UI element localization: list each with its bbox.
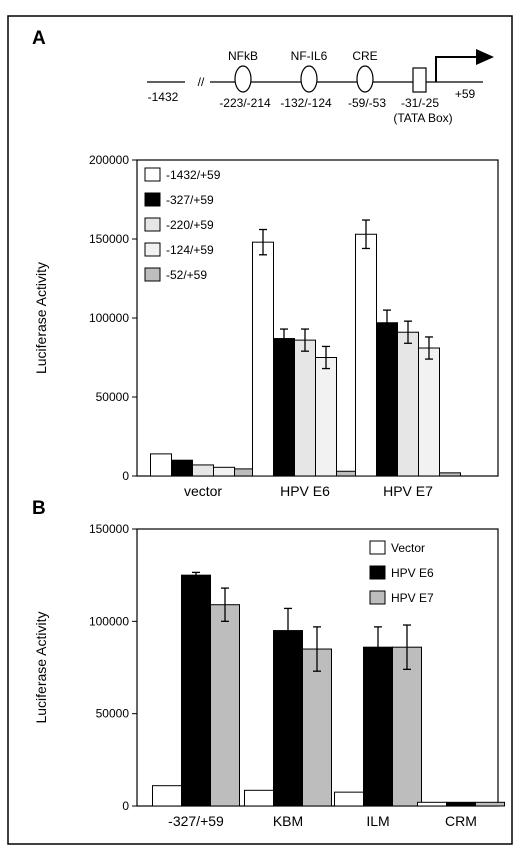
x-tick-label: HPV E7 [383, 483, 433, 499]
bar-2-1 [244, 789, 274, 807]
legend-label-3: -220/+59 [166, 218, 214, 232]
bar-2-3 [302, 648, 332, 807]
y-axis-label: Luciferase Activity [33, 262, 49, 374]
bar-2-4 [315, 357, 337, 477]
cre-name: CRE [352, 49, 377, 63]
bar-3-4 [418, 347, 440, 477]
right-end-label: +59 [455, 87, 476, 101]
bar-3-2 [363, 646, 393, 807]
y-tick-label: 150000 [89, 522, 129, 536]
nfil6-position: -132/-124 [280, 96, 332, 110]
bar-4-3 [475, 801, 505, 807]
legend-swatch-3 [369, 590, 386, 605]
legend-label-1: -1432/+59 [166, 168, 221, 182]
bar-3-3 [392, 646, 422, 807]
bar-2-2 [273, 338, 295, 477]
bar-3-5 [439, 472, 461, 477]
nfkb-position: -223/-214 [219, 96, 271, 110]
promoter-map: // -1432 +59 NFkB -223/-214 NF-IL6 -132/… [147, 49, 494, 125]
legend-swatch-2 [369, 565, 386, 580]
y-tick-label: 0 [122, 799, 129, 813]
chart-a: 0 50000 100000 150000 200000 Luciferase Activ… [33, 153, 499, 499]
legend-label-2: HPV E6 [391, 566, 434, 580]
legend-label-3: HPV E7 [391, 591, 434, 605]
nfil6-element [300, 65, 318, 93]
y-tick-label: 50000 [96, 390, 130, 404]
tata-box-element [412, 67, 427, 93]
nfkb-name: NFkB [228, 49, 258, 63]
cre-element [356, 65, 374, 93]
legend-swatch-4 [144, 242, 161, 257]
x-tick-label: CRM [445, 813, 477, 829]
bar-1-2 [171, 459, 193, 477]
y-axis-label: Luciferase Activity [33, 611, 49, 723]
panel-b-letter: B [32, 498, 46, 519]
legend-label-4: -124/+59 [166, 243, 214, 257]
y-tick-label: 150000 [89, 232, 129, 246]
y-tick-label: 100000 [89, 311, 129, 325]
bar-1-4 [213, 466, 235, 477]
legend-label-5: -52/+59 [166, 268, 207, 282]
tata-position: -31/-25 [401, 96, 439, 110]
legend-label-1: Vector [391, 541, 425, 555]
bar-2-3 [294, 339, 316, 477]
x-tick-label: ILM [366, 813, 389, 829]
figure-frame [7, 15, 513, 845]
legend-swatch-3 [144, 217, 161, 232]
legend-swatch-1 [369, 540, 386, 555]
bar-1-2 [181, 574, 211, 807]
bar-4-1 [417, 801, 447, 807]
bar-1-1 [152, 785, 182, 807]
bar-1-3 [192, 464, 214, 477]
nfil6-name: NF-IL6 [291, 49, 328, 63]
transcription-start-arrow [435, 56, 478, 82]
bar-3-1 [355, 233, 377, 477]
y-tick-label: 100000 [89, 614, 129, 628]
y-tick-label: 200000 [89, 153, 129, 167]
x-tick-label: KBM [273, 813, 303, 829]
bar-1-1 [150, 453, 172, 477]
x-tick-label: HPV E6 [280, 483, 330, 499]
bar-2-5 [336, 470, 358, 477]
bar-4-2 [446, 801, 476, 807]
bar-3-2 [376, 322, 398, 477]
bar-3-3 [397, 331, 419, 477]
legend-swatch-2 [144, 192, 161, 207]
chart-b: 0 50000 100000 150000 Luciferase Activity -32… [33, 522, 505, 829]
break-mark: // [198, 75, 205, 89]
cre-position: -59/-53 [348, 96, 386, 110]
legend-swatch-1 [144, 167, 161, 182]
tata-sub-label: (TATA Box) [393, 111, 452, 125]
bar-2-2 [273, 630, 303, 807]
bar-1-3 [210, 604, 240, 807]
x-tick-label: vector [184, 483, 222, 499]
bar-3-1 [334, 791, 364, 807]
x-tick-label: -327/+59 [168, 813, 224, 829]
panel-a-letter: A [32, 28, 46, 49]
bar-2-1 [252, 241, 274, 477]
left-end-label: -1432 [148, 90, 179, 104]
transcription-arrow-head [476, 49, 494, 65]
legend-swatch-5 [144, 267, 161, 282]
nfkb-element [234, 65, 252, 93]
legend-label-2: -327/+59 [166, 193, 214, 207]
y-tick-label: 50000 [96, 707, 130, 721]
y-tick-label: 0 [122, 469, 129, 483]
